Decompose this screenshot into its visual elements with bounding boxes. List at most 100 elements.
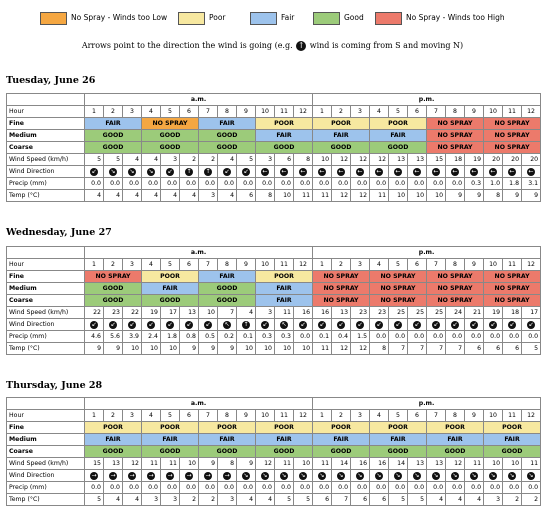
- hour-cell: 1: [84, 258, 104, 271]
- spray-rating-cell: POOR: [141, 270, 199, 283]
- wind-speed-cell: 3: [255, 153, 275, 166]
- wind-arrow-icon: ↙: [90, 320, 98, 329]
- row-label: Precip (mm): [6, 177, 85, 190]
- hour-cell: 7: [426, 105, 447, 118]
- spray-rating-cell: POOR: [254, 117, 314, 130]
- precip-cell: 0.0: [407, 330, 428, 343]
- wind-speed-cell: 8: [217, 457, 237, 470]
- spray-rating-cell: POOR: [369, 117, 428, 130]
- wind-arrow-icon: ↙: [204, 320, 212, 329]
- temp-cell: 4: [103, 493, 123, 506]
- wind-arrow-icon: ↖: [280, 320, 288, 329]
- spray-rating-cell: NO SPRAY: [369, 282, 428, 295]
- wind-arrow-icon: ↙: [489, 320, 498, 329]
- wind-speed-cell: 22: [84, 306, 104, 319]
- wind-arrow-icon: ↙: [299, 320, 307, 329]
- legend-label: No Spray - Winds too Low: [71, 13, 168, 22]
- hour-cell: 1: [312, 258, 333, 271]
- fine-row: Fine NO SPRAY POOR FAIR POOR NO SPRAY NO SPRAY…: [6, 270, 542, 283]
- hour-cell: 8: [217, 105, 237, 118]
- hour-cell: 4: [369, 258, 390, 271]
- wind-arrow-icon: ←: [337, 167, 346, 176]
- spray-rating-cell: FAIR: [198, 433, 256, 446]
- temp-cell: 9: [217, 342, 237, 355]
- coarse-row: Coarse GOOD GOOD GOOD GOOD GOOD GOOD GOOD GOOD: [6, 445, 542, 458]
- wind-speed-cell: 13: [103, 457, 123, 470]
- precip-cell: 0.0: [426, 481, 447, 494]
- spray-rating-cell: NO SPRAY: [483, 141, 542, 154]
- spray-rating-cell: POOR: [198, 421, 256, 434]
- wind-arrow-icon: ↙: [394, 320, 403, 329]
- hour-cell: 10: [255, 409, 275, 422]
- precip-cell: 0.0: [331, 177, 352, 190]
- wind-arrow-icon: ↙: [90, 167, 98, 176]
- precip-cell: 0.0: [407, 177, 428, 190]
- day-title: Thursday, June 28: [6, 380, 103, 391]
- temp-cell: 10: [122, 342, 142, 355]
- pm-header: p.m.: [312, 246, 542, 259]
- wind-arrow-icon: ↘: [527, 471, 536, 480]
- wind-arrow-icon: →: [109, 471, 117, 480]
- wind-direction-cell: ↘: [502, 469, 523, 482]
- spray-rating-cell: NO SPRAY: [426, 141, 485, 154]
- temp-cell: 3: [160, 493, 180, 506]
- precip-cell: 1.0: [483, 177, 504, 190]
- hour-cell: 7: [198, 105, 218, 118]
- wind-speed-cell: 25: [426, 306, 447, 319]
- hour-row: Hour 1 2 3 4 5 6 7 8 9 10 11 12 1 2 3 4 5 6 7 8 9 10 11 12: [6, 258, 542, 271]
- temp-cell: 12: [350, 342, 371, 355]
- temp-row: Temp (°C) 4 4 4 4 4 4 3 4 6 8 10 11 11 12 12 11 10 10 10 9 9 8…: [6, 189, 542, 202]
- spray-rating-cell: NO SPRAY: [483, 294, 542, 307]
- precip-cell: 0.0: [350, 177, 371, 190]
- spray-rating-cell: GOOD: [141, 445, 199, 458]
- wind-arrow-icon: ↙: [166, 167, 174, 176]
- temp-cell: 4: [255, 493, 275, 506]
- temp-cell: 3: [198, 189, 218, 202]
- row-label: Fine: [6, 421, 85, 434]
- spray-rating-cell: NO SPRAY: [483, 117, 542, 130]
- row-label: Wind Direction: [6, 469, 85, 482]
- spray-rating-cell: NO SPRAY: [426, 294, 485, 307]
- hour-cell: 11: [274, 105, 294, 118]
- wind-speed-row: Wind Speed (km/h) 22 23 22 19 17 13 10 7 4 3 11 16 16…: [6, 306, 542, 319]
- spray-rating-cell: POOR: [141, 421, 199, 434]
- forecast-table: a.m. p.m. Hour 1 2 3 4 5 6 7 8 9 10 11 12 1 2 3 4 5 6 7 8 9 10 11…: [6, 246, 542, 355]
- wind-speed-cell: 14: [331, 457, 352, 470]
- wind-speed-cell: 23: [369, 306, 390, 319]
- wind-speed-cell: 12: [369, 153, 390, 166]
- precip-cell: 0.0: [388, 481, 409, 494]
- wind-arrow-icon: ↘: [337, 471, 346, 480]
- wind-arrow-icon: ↙: [166, 320, 174, 329]
- wind-speed-cell: 15: [84, 457, 104, 470]
- row-label: Fine: [6, 117, 85, 130]
- hour-cell: 12: [521, 258, 542, 271]
- wind-direction-cell: ←: [445, 165, 466, 178]
- spray-rating-cell: NO SPRAY: [369, 270, 428, 283]
- hour-cell: 11: [274, 409, 294, 422]
- spray-rating-cell: FAIR: [483, 433, 542, 446]
- wind-speed-cell: 17: [160, 306, 180, 319]
- row-label: Wind Speed (km/h): [6, 457, 85, 470]
- wind-speed-cell: 23: [350, 306, 371, 319]
- spray-rating-cell: FAIR: [198, 117, 256, 130]
- precip-cell: 0.0: [502, 481, 523, 494]
- wind-direction-cell: →: [141, 469, 161, 482]
- wind-arrow-icon: ↖: [223, 320, 231, 329]
- wind-speed-cell: 18: [445, 153, 466, 166]
- spray-rating-cell: NO SPRAY: [483, 270, 542, 283]
- precip-cell: 0.0: [274, 481, 294, 494]
- temp-cell: 2: [198, 493, 218, 506]
- spray-rating-cell: FAIR: [312, 129, 371, 142]
- wind-speed-cell: 5: [84, 153, 104, 166]
- precip-cell: 0.0: [464, 330, 485, 343]
- hour-cell: 7: [426, 258, 447, 271]
- temp-cell: 6: [483, 342, 504, 355]
- wind-arrow-icon: ↑: [242, 320, 250, 329]
- wind-speed-cell: 19: [464, 153, 485, 166]
- wind-direction-cell: ←: [369, 165, 390, 178]
- spray-rating-cell: POOR: [426, 421, 485, 434]
- wind-arrow-icon: ↙: [337, 320, 346, 329]
- wind-speed-cell: 12: [350, 153, 371, 166]
- hour-cell: 6: [407, 409, 428, 422]
- precip-cell: 0.0: [331, 481, 352, 494]
